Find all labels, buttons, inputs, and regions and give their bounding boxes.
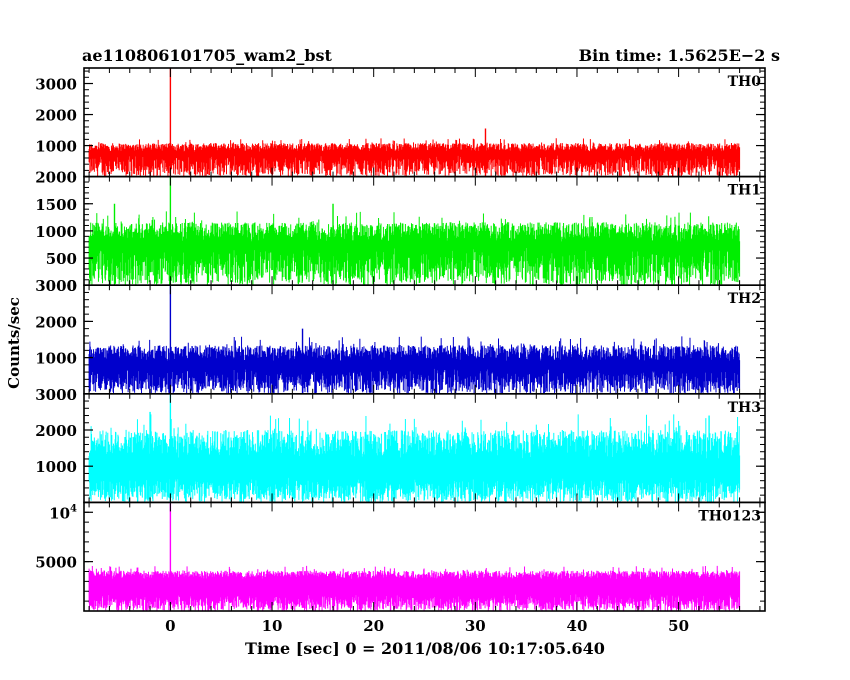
- x-tick-label: 20: [363, 617, 384, 635]
- y-tick-label: 1500: [35, 196, 77, 214]
- y-tick-label: 2000: [35, 313, 77, 331]
- x-tick-label: 40: [567, 617, 588, 635]
- chart-title-right: Bin time: 1.5625E−2 s: [579, 46, 780, 65]
- y-tick-label: 2000: [35, 169, 77, 187]
- series-line: [88, 414, 741, 503]
- y-tick-label: 1000: [35, 350, 77, 368]
- panels: TH0100020003000TH10500100015002000TH2100…: [35, 67, 766, 635]
- x-axis-label: Time [sec] 0 = 2011/08/06 10:17:05.640: [245, 639, 605, 658]
- series-line: [88, 211, 741, 286]
- panel-label: TH0: [728, 74, 762, 90]
- panel-frame: [83, 501, 766, 612]
- panel-th1: TH1 0 500 1000 1500 2000: [35, 169, 766, 295]
- y-tick-label: 0: [67, 277, 77, 295]
- panel-th0: TH0 1000 2000 3000: [35, 67, 766, 178]
- x-tick-label: 50: [668, 617, 689, 635]
- panel-label: TH3: [728, 400, 761, 416]
- y-tick-label: 3000: [35, 386, 77, 404]
- x-tick-label: 10: [262, 617, 283, 635]
- y-axis-label: Counts/sec: [5, 297, 23, 389]
- x-tick-label: 30: [465, 617, 486, 635]
- y-tick-label: 2000: [35, 107, 77, 125]
- panel-th2: TH2 1000 2000 3000: [35, 277, 766, 395]
- y-tick-label: 1000: [35, 458, 77, 476]
- y-tick-label: 104: [49, 503, 77, 522]
- panel-th3: TH3 1000 2000 3000: [35, 386, 766, 504]
- y-tick-label: 1000: [35, 223, 77, 241]
- y-tick-label: 500: [46, 250, 77, 268]
- y-tick-label: 1000: [35, 138, 77, 156]
- panel-label: TH0123: [698, 508, 761, 524]
- series-line: [88, 336, 741, 394]
- series-line: [88, 565, 741, 611]
- x-tick-label: 0: [165, 617, 175, 635]
- series-line: [88, 138, 741, 177]
- panel-label: TH1: [728, 183, 761, 199]
- y-tick-label: 3000: [35, 76, 77, 94]
- chart-title-left: ae110806101705_wam2_bst: [82, 46, 333, 65]
- y-tick-label: 2000: [35, 422, 77, 440]
- panel-th0123: TH0123 5000 104: [35, 501, 766, 612]
- y-tick-label: 5000: [35, 554, 77, 572]
- panel-label: TH2: [728, 291, 761, 307]
- y-tick-label: 3000: [35, 277, 77, 295]
